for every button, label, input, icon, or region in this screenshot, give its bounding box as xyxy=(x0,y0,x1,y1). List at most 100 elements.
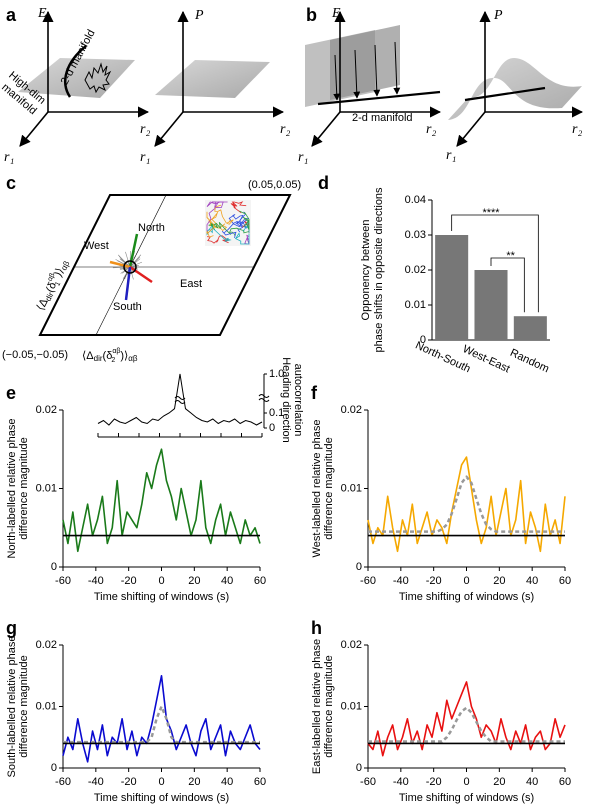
x-tick-label: -20 xyxy=(121,575,137,587)
axis-label: r₁ xyxy=(298,150,308,165)
panel-label: g xyxy=(6,618,17,638)
axis xyxy=(311,111,341,147)
x-tick-label: 20 xyxy=(493,575,505,587)
axis-label: r₁ xyxy=(446,148,456,163)
x-axis-label: Time shifting of windows (s) xyxy=(94,792,229,804)
x-tick-label: 20 xyxy=(493,776,505,788)
x-axis-label: ⟨Δdir(δαβ 2)⟩αβ xyxy=(82,348,138,364)
x-tick-label: 0 xyxy=(158,575,164,587)
direction-label: North xyxy=(138,222,165,234)
panel-label: f xyxy=(311,383,318,403)
y-tick-label: 0.02 xyxy=(36,639,57,651)
x-tick-label: -20 xyxy=(426,575,442,587)
direction-label: West xyxy=(84,240,109,252)
x-axis-label: Time shifting of windows (s) xyxy=(94,591,229,603)
significance-bracket xyxy=(451,214,539,313)
bar xyxy=(474,270,508,340)
manifold-curve xyxy=(64,45,87,98)
axis-label: P xyxy=(194,8,204,23)
axis-label: r₁ xyxy=(140,150,150,165)
significance-bracket xyxy=(490,257,525,313)
bar xyxy=(435,235,469,340)
trajectory xyxy=(206,211,216,238)
x-tick-label: -40 xyxy=(88,575,104,587)
y-tick-label: 0.01 xyxy=(36,482,57,494)
panel-label: d xyxy=(318,173,329,193)
surface xyxy=(155,60,270,98)
axis-label: E xyxy=(331,6,341,21)
axis-label: P xyxy=(493,8,503,23)
y-tick-label: 0.01 xyxy=(405,299,426,311)
x-tick-label: 40 xyxy=(221,776,233,788)
direction-label: South xyxy=(113,301,142,313)
x-tick-label: -20 xyxy=(426,776,442,788)
y-tick-label: 0 xyxy=(51,561,57,573)
inset-y-tick-label: 0 xyxy=(269,422,275,434)
trajectory xyxy=(214,204,234,225)
y-tick-label: 0 xyxy=(51,762,57,774)
center xyxy=(123,260,137,274)
axis-label: r₂ xyxy=(572,122,582,137)
direction-vector xyxy=(109,260,131,269)
y-tick-label: 0.03 xyxy=(405,229,426,241)
trajectory xyxy=(228,214,250,228)
x-tick-label: -40 xyxy=(88,776,104,788)
label-part: αβ xyxy=(128,354,138,363)
x-tick-label: 20 xyxy=(188,575,200,587)
label-part: 2 xyxy=(111,357,115,364)
x-tick-label: 60 xyxy=(559,575,571,587)
label-part: αβ xyxy=(112,348,120,355)
axis xyxy=(456,111,486,147)
y-tick-label: 0 xyxy=(420,334,426,346)
axis xyxy=(154,111,184,147)
label-part: αβ xyxy=(59,259,71,272)
inset-y-label: autocorrelation xyxy=(292,364,304,437)
y-axis-label: North-labelled relative phase xyxy=(6,418,18,558)
x-tick-label: 40 xyxy=(221,575,233,587)
x-tick-label: North-South xyxy=(413,339,472,375)
significance-label: **** xyxy=(482,207,500,219)
label-part: (δ xyxy=(44,280,59,294)
inset-y-label: Heading direction xyxy=(280,357,292,443)
direction-label: East xyxy=(180,278,202,290)
label-part: (δ xyxy=(103,350,113,362)
axis-label: r₂ xyxy=(140,122,150,137)
y-tick-label: 0.02 xyxy=(341,404,362,416)
y-tick-label: 0.01 xyxy=(341,700,362,712)
x-tick-label: 60 xyxy=(559,776,571,788)
data-line xyxy=(367,456,566,553)
panel-c: c (0.05,0.05) (−0.05,−0.05) ⟨Δdir(δαβ 2)⟩… xyxy=(2,173,301,364)
x-tick-label: -60 xyxy=(55,776,71,788)
shift-vector xyxy=(125,251,131,268)
x-tick-label: 60 xyxy=(254,776,266,788)
trajectory xyxy=(230,201,247,214)
manifold-line xyxy=(464,86,546,102)
panel-label: c xyxy=(6,173,16,193)
data-line xyxy=(62,674,261,763)
inset-y-tick-label: 1.0 xyxy=(269,368,284,380)
panel-b: b 2-d manifold E r₂ r₁ P r₂ r₁ xyxy=(298,5,584,165)
axis-label: r₂ xyxy=(426,122,436,137)
panel-label: a xyxy=(6,5,17,25)
label-part: dir xyxy=(44,291,56,303)
fit-line xyxy=(63,705,260,744)
axis-break xyxy=(174,396,186,404)
data-line xyxy=(62,448,261,553)
y-tick-label: 0 xyxy=(356,561,362,573)
x-tick-label: 60 xyxy=(254,575,266,587)
trajectory xyxy=(221,218,249,238)
panel-label: e xyxy=(6,383,16,403)
inset-line xyxy=(97,373,263,426)
direction-vector xyxy=(129,265,153,284)
y-axis-label: phase shifts in opposite directions xyxy=(373,187,385,353)
trajectory xyxy=(84,62,112,94)
label-part: 1 xyxy=(54,281,62,288)
y-tick-label: 0 xyxy=(356,762,362,774)
corner-label: (0.05,0.05) xyxy=(248,179,301,191)
frame xyxy=(38,194,292,336)
significance-label: ** xyxy=(506,250,515,262)
y-tick-label: 0.02 xyxy=(341,639,362,651)
panel-label: h xyxy=(311,618,322,638)
projection-arrows xyxy=(333,41,401,101)
